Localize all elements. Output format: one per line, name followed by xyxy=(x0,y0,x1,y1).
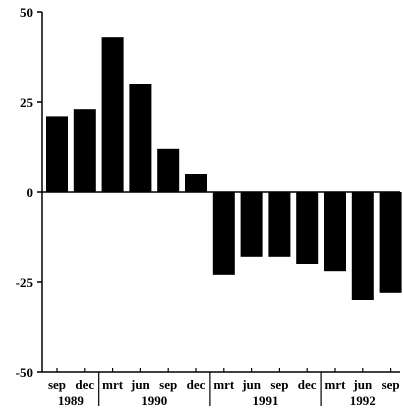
y-tick-label: 25 xyxy=(20,95,34,110)
bar xyxy=(212,192,235,275)
x-tick-label: jun xyxy=(241,377,262,392)
year-label: 1989 xyxy=(58,393,85,408)
bars xyxy=(46,37,402,300)
year-label: 1990 xyxy=(141,393,167,408)
x-tick-label: sep xyxy=(159,377,177,392)
x-tick-label: dec xyxy=(187,377,206,392)
x-tick-label: mrt xyxy=(102,377,124,392)
bar xyxy=(324,192,346,272)
year-label: 1991 xyxy=(253,393,279,408)
y-axis: 50 25 0 -25 -50 xyxy=(16,5,43,380)
x-tick-label: jun xyxy=(352,377,373,392)
x-axis: sep dec mrt jun sep dec mrt jun sep dec mrt jun sep1… xyxy=(42,368,400,408)
bar xyxy=(296,192,319,264)
bar xyxy=(46,116,68,192)
x-tick-label: mrt xyxy=(325,377,347,392)
x-tick-label: dec xyxy=(75,377,94,392)
x-tick-label: sep xyxy=(270,377,288,392)
y-tick-label: 50 xyxy=(20,5,33,20)
bar xyxy=(129,84,152,192)
bar xyxy=(73,109,96,192)
bar xyxy=(101,37,124,193)
y-tick-label: 0 xyxy=(27,185,34,200)
x-tick-label: sep xyxy=(48,377,66,392)
year-label: 1992 xyxy=(350,393,376,408)
bar xyxy=(157,148,180,192)
bar xyxy=(268,192,291,257)
bar xyxy=(351,192,374,300)
x-tick-label: sep xyxy=(382,377,400,392)
bar xyxy=(240,192,263,257)
y-tick-label: -50 xyxy=(16,365,33,380)
y-tick-label: -25 xyxy=(16,275,34,290)
x-tick-label: jun xyxy=(130,377,151,392)
x-tick-label: dec xyxy=(298,377,317,392)
bar xyxy=(379,192,402,293)
bar xyxy=(185,174,207,192)
x-tick-label: mrt xyxy=(213,377,235,392)
